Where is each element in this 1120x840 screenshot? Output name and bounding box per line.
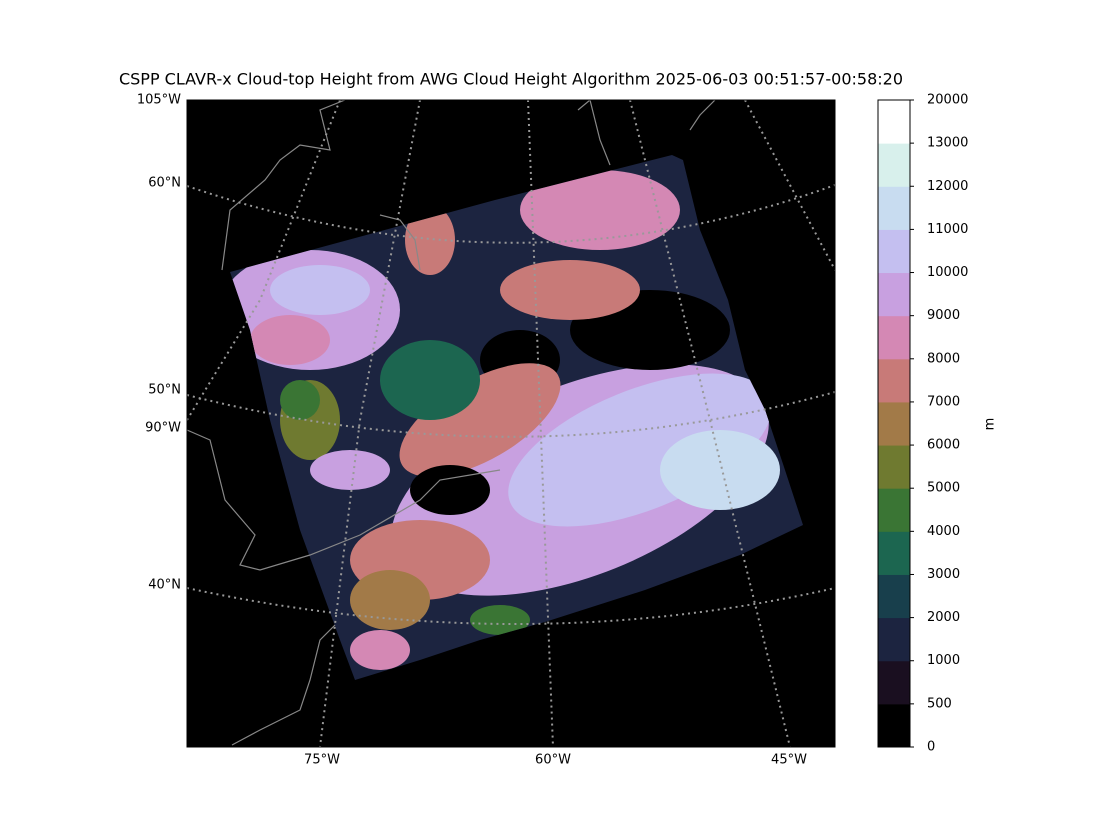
colorbar-band: [878, 358, 910, 403]
colorbar-tick-label: 500: [927, 696, 952, 711]
colorbar-tick-label: 4000: [927, 524, 960, 539]
map-title: CSPP CLAVR-x Cloud-top Height from AWG C…: [119, 70, 903, 89]
lon-label: 60°W: [535, 753, 571, 768]
lat-label: 90°W: [145, 421, 181, 436]
colorbar-tick-label: 6000: [927, 438, 960, 453]
colorbar-band: [878, 660, 910, 705]
colorbar-band: [878, 574, 910, 619]
colorbar-tick-label: 7000: [927, 394, 960, 409]
colorbar-label: m: [983, 418, 998, 431]
colorbar-tick-label: 20000: [927, 93, 968, 108]
colorbar-tick-label: 8000: [927, 351, 960, 366]
map-area: [187, 100, 835, 747]
lon-label: 75°W: [304, 753, 340, 768]
lat-label: 40°N: [148, 578, 181, 593]
lat-label: 60°N: [148, 176, 181, 191]
colorbar-band: [878, 229, 910, 274]
graticule: [187, 100, 835, 747]
colorbar-band: [878, 445, 910, 489]
colorbar-tick-label: 0: [927, 740, 935, 755]
colorbar-frame: [877, 99, 911, 748]
colorbar-band: [878, 100, 910, 144]
lat-label: 50°N: [148, 383, 181, 398]
colorbar-band: [878, 401, 910, 446]
colorbar-band: [878, 186, 910, 230]
colorbar-band: [878, 143, 910, 187]
lat-label: 105°W: [137, 93, 181, 108]
colorbar-tick-label: 12000: [927, 179, 968, 194]
colorbar-tick-label: 10000: [927, 265, 968, 280]
map-frame: [186, 99, 836, 748]
colorbar-band: [878, 315, 910, 360]
colorbar: 0 500 1000 2000 3000 4000 5000 6000 7000 8000 9000…: [877, 93, 998, 755]
colorbar-band: [878, 531, 910, 575]
coastlines: [187, 100, 716, 746]
colorbar-tick-label: 11000: [927, 222, 968, 237]
colorbar-band: [878, 703, 910, 748]
colorbar-tick-label: 2000: [927, 610, 960, 625]
colorbar-tick-label: 5000: [927, 481, 960, 496]
colorbar-tick-label: 9000: [927, 308, 960, 323]
colorbar-band: [878, 617, 910, 662]
lon-label: 45°W: [771, 753, 807, 768]
map-labels: 105°W 60°N 50°N 90°W 40°N 75°W 60°W 45°W: [137, 93, 807, 768]
colorbar-band: [878, 488, 910, 532]
colorbar-tick-label: 1000: [927, 653, 960, 668]
colorbar-tick-label: 13000: [927, 136, 968, 151]
colorbar-band: [878, 272, 910, 317]
colorbar-tick-label: 3000: [927, 567, 960, 582]
